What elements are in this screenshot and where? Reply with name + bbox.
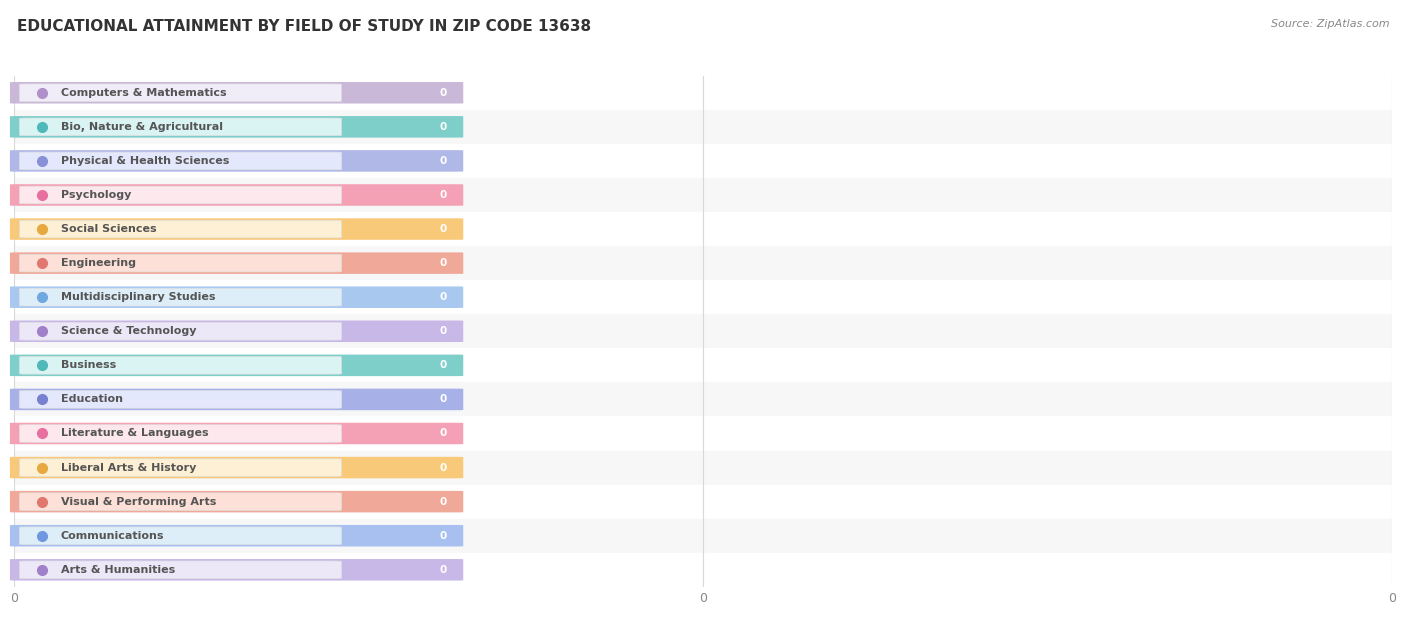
Text: Physical & Health Sciences: Physical & Health Sciences [60, 156, 229, 166]
Text: Literature & Languages: Literature & Languages [60, 428, 208, 439]
Text: 0: 0 [440, 190, 447, 200]
FancyBboxPatch shape [10, 321, 463, 342]
Text: Psychology: Psychology [60, 190, 131, 200]
FancyBboxPatch shape [20, 322, 342, 340]
Text: 0: 0 [440, 531, 447, 541]
Text: Business: Business [60, 360, 117, 370]
FancyBboxPatch shape [10, 252, 463, 274]
Text: Social Sciences: Social Sciences [60, 224, 156, 234]
Text: Source: ZipAtlas.com: Source: ZipAtlas.com [1271, 19, 1389, 29]
Bar [14, 76, 1392, 110]
Text: 0: 0 [440, 497, 447, 507]
FancyBboxPatch shape [20, 288, 342, 306]
FancyBboxPatch shape [10, 525, 463, 546]
FancyBboxPatch shape [20, 254, 342, 272]
Text: Bio, Nature & Agricultural: Bio, Nature & Agricultural [60, 122, 224, 132]
FancyBboxPatch shape [20, 527, 342, 545]
Text: Visual & Performing Arts: Visual & Performing Arts [60, 497, 217, 507]
Text: EDUCATIONAL ATTAINMENT BY FIELD OF STUDY IN ZIP CODE 13638: EDUCATIONAL ATTAINMENT BY FIELD OF STUDY… [17, 19, 591, 34]
FancyBboxPatch shape [20, 220, 342, 238]
Text: 0: 0 [440, 88, 447, 98]
FancyBboxPatch shape [20, 357, 342, 374]
Bar [14, 246, 1392, 280]
Text: Engineering: Engineering [60, 258, 136, 268]
Bar [14, 280, 1392, 314]
FancyBboxPatch shape [10, 116, 463, 138]
Text: 0: 0 [440, 292, 447, 302]
Text: 0: 0 [440, 428, 447, 439]
Bar [14, 553, 1392, 587]
FancyBboxPatch shape [10, 457, 463, 478]
Text: 0: 0 [440, 463, 447, 473]
Bar [14, 348, 1392, 382]
Text: 0: 0 [440, 565, 447, 575]
Text: 0: 0 [440, 394, 447, 404]
FancyBboxPatch shape [10, 355, 463, 376]
FancyBboxPatch shape [20, 561, 342, 579]
FancyBboxPatch shape [20, 425, 342, 442]
Bar [14, 451, 1392, 485]
FancyBboxPatch shape [10, 491, 463, 512]
FancyBboxPatch shape [10, 559, 463, 581]
FancyBboxPatch shape [20, 186, 342, 204]
Text: 0: 0 [440, 224, 447, 234]
Text: Arts & Humanities: Arts & Humanities [60, 565, 176, 575]
FancyBboxPatch shape [10, 423, 463, 444]
Bar [14, 485, 1392, 519]
Bar [14, 144, 1392, 178]
FancyBboxPatch shape [10, 389, 463, 410]
Text: Computers & Mathematics: Computers & Mathematics [60, 88, 226, 98]
FancyBboxPatch shape [10, 286, 463, 308]
Text: 0: 0 [440, 360, 447, 370]
FancyBboxPatch shape [20, 391, 342, 408]
Bar [14, 314, 1392, 348]
Text: Communications: Communications [60, 531, 165, 541]
FancyBboxPatch shape [20, 459, 342, 476]
FancyBboxPatch shape [20, 493, 342, 510]
Text: Multidisciplinary Studies: Multidisciplinary Studies [60, 292, 215, 302]
Text: Education: Education [60, 394, 122, 404]
FancyBboxPatch shape [20, 118, 342, 136]
FancyBboxPatch shape [10, 218, 463, 240]
Bar [14, 416, 1392, 451]
Bar [14, 110, 1392, 144]
FancyBboxPatch shape [20, 152, 342, 170]
Text: 0: 0 [440, 326, 447, 336]
Text: Liberal Arts & History: Liberal Arts & History [60, 463, 197, 473]
Bar [14, 178, 1392, 212]
Text: 0: 0 [440, 122, 447, 132]
Bar [14, 382, 1392, 416]
Text: 0: 0 [440, 258, 447, 268]
Text: 0: 0 [440, 156, 447, 166]
Bar [14, 212, 1392, 246]
FancyBboxPatch shape [20, 84, 342, 102]
FancyBboxPatch shape [10, 150, 463, 172]
Text: Science & Technology: Science & Technology [60, 326, 197, 336]
Bar [14, 519, 1392, 553]
FancyBboxPatch shape [10, 82, 463, 103]
FancyBboxPatch shape [10, 184, 463, 206]
